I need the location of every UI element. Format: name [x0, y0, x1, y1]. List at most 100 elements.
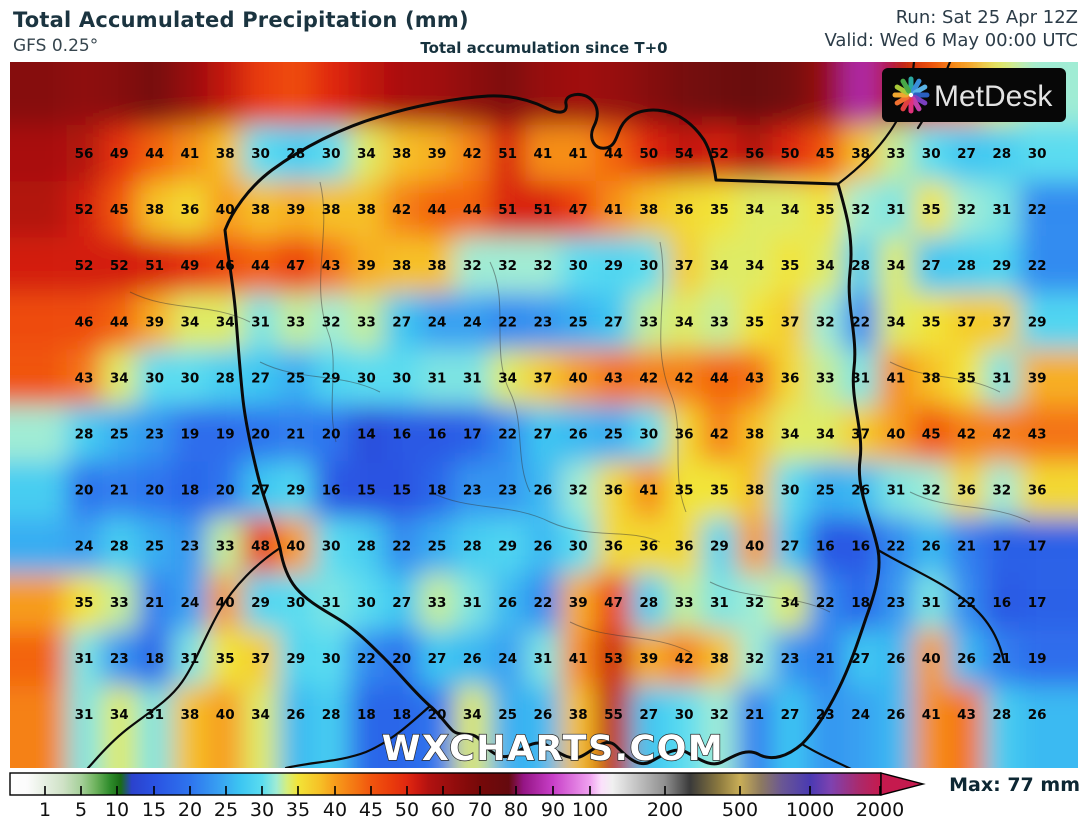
- grid-value: 38: [710, 651, 729, 667]
- grid-value: 46: [75, 314, 94, 330]
- grid-value: 22: [498, 314, 517, 330]
- grid-value: 30: [675, 707, 694, 723]
- grid-value: 19: [216, 427, 235, 443]
- grid-value: 36: [1028, 483, 1047, 499]
- grid-value: 34: [710, 258, 729, 274]
- grid-value: 32: [816, 314, 835, 330]
- grid-value: 25: [498, 707, 517, 723]
- grid-value: 42: [675, 651, 694, 667]
- metdesk-logo-text: MetDesk: [934, 80, 1053, 113]
- precip-values: 56 49 44 41 38 30 28 30 34 38 39 42 51 41 41 44 50 54 52 56…: [75, 146, 1047, 723]
- grid-value: 23: [887, 595, 906, 611]
- grid-value: 34: [816, 427, 835, 443]
- grid-value: 39: [428, 146, 447, 162]
- grid-value: 30: [1028, 146, 1047, 162]
- grid-value: 55: [604, 707, 623, 723]
- grid-value: 22: [392, 539, 411, 555]
- grid-value: 38: [745, 483, 764, 499]
- grid-value: 17: [463, 427, 482, 443]
- colorbar-ticks: [44, 786, 881, 795]
- grid-value: 37: [675, 258, 694, 274]
- grid-value: 23: [781, 651, 800, 667]
- grid-value: 30: [322, 539, 341, 555]
- grid-value: 27: [781, 707, 800, 723]
- grid-value: 26: [498, 595, 517, 611]
- grid-value: 22: [534, 595, 553, 611]
- grid-value: 42: [463, 146, 482, 162]
- grid-value: 40: [216, 595, 235, 611]
- grid-value: 36: [604, 539, 623, 555]
- grid-value: 34: [816, 258, 835, 274]
- grid-value: 34: [675, 314, 694, 330]
- grid-value: 17: [992, 539, 1011, 555]
- grid-value: 34: [463, 707, 482, 723]
- grid-value: 44: [251, 258, 270, 274]
- grid-value: 37: [251, 651, 270, 667]
- metdesk-star-icon: [912, 84, 928, 96]
- colorbar-gradient: [9, 772, 882, 796]
- grid-value: 51: [498, 202, 517, 218]
- grid-value: 35: [75, 595, 94, 611]
- scale-tick-label: 80: [504, 799, 528, 821]
- grid-value: 24: [851, 707, 870, 723]
- max-value-label: Max: 77 mm: [949, 774, 1080, 796]
- grid-value: 26: [534, 539, 553, 555]
- grid-value: 51: [145, 258, 164, 274]
- grid-value: 38: [251, 202, 270, 218]
- grid-value: 44: [145, 146, 164, 162]
- grid-value: 23: [145, 427, 164, 443]
- grid-value: 41: [181, 146, 200, 162]
- grid-value: 44: [110, 314, 129, 330]
- model-label: GFS 0.25°: [13, 36, 99, 56]
- grid-value: 22: [851, 314, 870, 330]
- grid-value: 45: [922, 427, 941, 443]
- grid-value: 38: [322, 202, 341, 218]
- grid-value: 30: [322, 146, 341, 162]
- grid-value: 37: [851, 427, 870, 443]
- grid-value: 41: [569, 651, 588, 667]
- grid-value: 33: [816, 370, 835, 386]
- grid-value: 35: [745, 314, 764, 330]
- grid-value: 40: [887, 427, 906, 443]
- colorbar-canvas: 1 5 10 15 20 25 30 35 40 45 50 60 70 80 90 100 200 500 100…: [9, 772, 1080, 821]
- grid-value: 36: [675, 202, 694, 218]
- grid-value: 25: [604, 427, 623, 443]
- grid-value: 33: [428, 595, 447, 611]
- grid-value: 28: [110, 539, 129, 555]
- grid-value: 33: [639, 314, 658, 330]
- grid-value: 27: [392, 595, 411, 611]
- grid-value: 18: [392, 707, 411, 723]
- grid-value: 28: [463, 539, 482, 555]
- grid-value: 20: [392, 651, 411, 667]
- grid-value: 40: [216, 707, 235, 723]
- grid-value: 28: [992, 146, 1011, 162]
- grid-value: 27: [392, 314, 411, 330]
- grid-value: 34: [745, 202, 764, 218]
- grid-value: 30: [357, 595, 376, 611]
- grid-value: 25: [428, 539, 447, 555]
- grid-value: 32: [322, 314, 341, 330]
- grid-value: 51: [498, 146, 517, 162]
- grid-value: 41: [534, 146, 553, 162]
- grid-value: 26: [922, 539, 941, 555]
- grid-value: 26: [887, 707, 906, 723]
- grid-value: 37: [781, 314, 800, 330]
- grid-value: 27: [251, 370, 270, 386]
- grid-value: 43: [957, 707, 976, 723]
- scale-tick-label: 500: [722, 799, 758, 821]
- grid-value: 33: [357, 314, 376, 330]
- grid-value: 33: [710, 314, 729, 330]
- grid-value: 33: [216, 539, 235, 555]
- grid-value: 36: [957, 483, 976, 499]
- grid-value: 23: [816, 707, 835, 723]
- grid-value: 43: [604, 370, 623, 386]
- grid-value: 28: [322, 707, 341, 723]
- grid-value: 18: [851, 595, 870, 611]
- grid-value: 30: [922, 146, 941, 162]
- grid-value: 30: [286, 595, 305, 611]
- scale-tick-label: 35: [286, 799, 310, 821]
- grid-value: 37: [534, 370, 553, 386]
- grid-value: 34: [357, 146, 376, 162]
- grid-value: 26: [569, 427, 588, 443]
- grid-value: 33: [286, 314, 305, 330]
